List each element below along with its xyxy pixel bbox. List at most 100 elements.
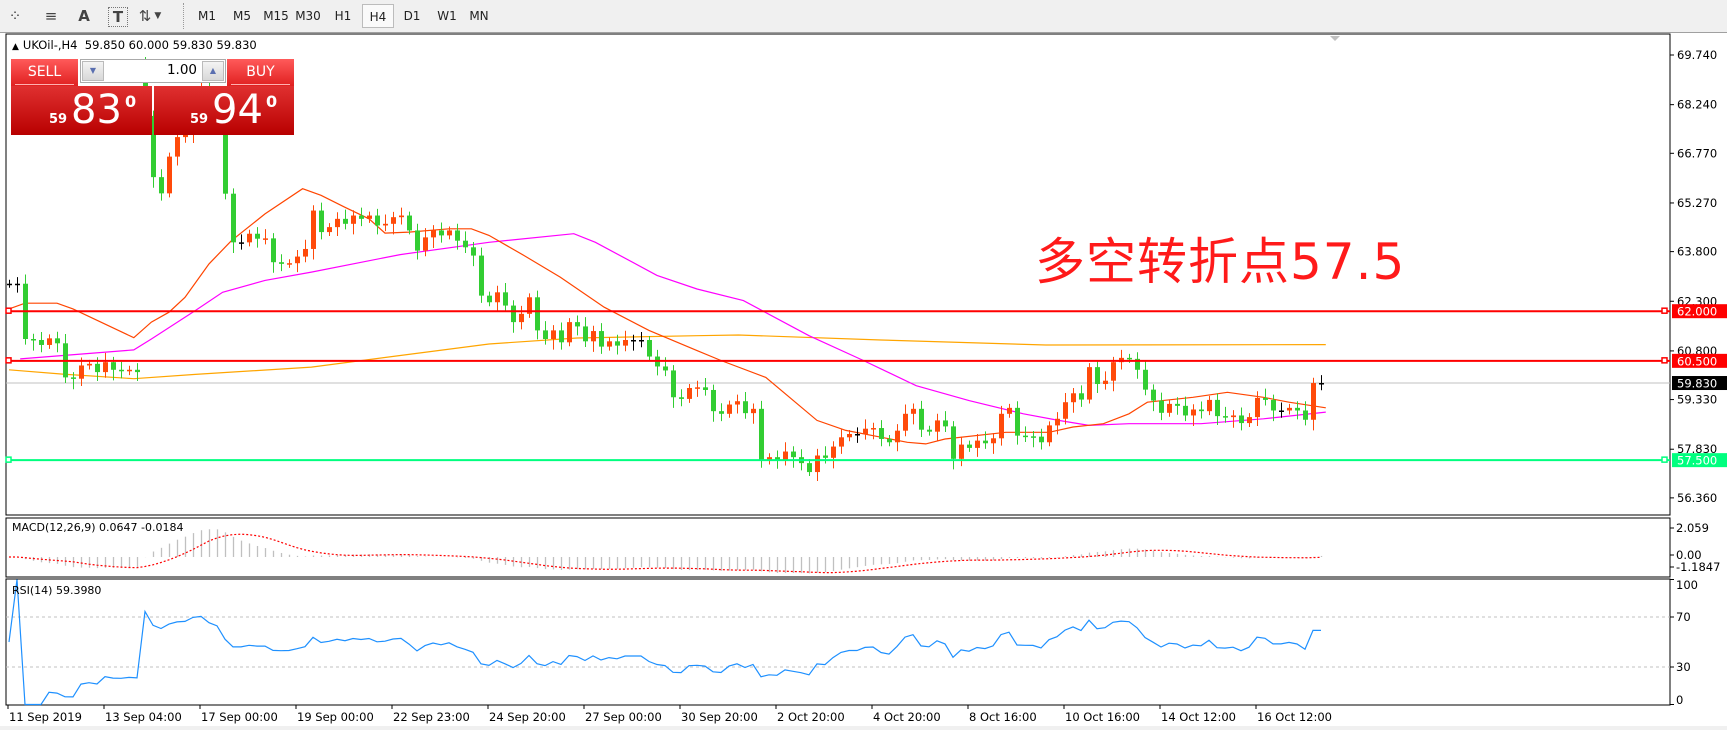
candle — [759, 400, 764, 468]
candle — [359, 207, 364, 227]
candle-body — [175, 137, 180, 157]
timeframe-w1[interactable]: W1 — [437, 9, 457, 23]
sell-button[interactable]: SELL — [11, 59, 78, 86]
candle-body — [487, 295, 492, 303]
candle — [1103, 371, 1108, 390]
candle — [15, 277, 20, 293]
candle-body — [223, 125, 228, 194]
buy-label: BUY — [246, 64, 275, 80]
candle-body — [1103, 380, 1108, 385]
macd-signal-line — [9, 533, 1322, 574]
fibonacci-fan-icon[interactable]: ≡ — [44, 7, 58, 25]
candle — [1311, 377, 1316, 431]
candle-body — [959, 444, 964, 459]
candle-body — [1231, 415, 1236, 418]
candle-body — [903, 413, 908, 431]
x-tick-label: 11 Sep 2019 — [9, 710, 82, 724]
candle — [951, 421, 956, 470]
candle — [967, 440, 972, 452]
candle — [783, 442, 788, 466]
line-anchor-right — [1661, 307, 1668, 314]
candle-body — [743, 401, 748, 414]
candle — [1207, 395, 1212, 416]
candle-body — [39, 339, 44, 345]
candle-body — [1079, 393, 1084, 400]
candle — [1071, 387, 1076, 413]
candle-body — [1271, 399, 1276, 411]
candle-body — [431, 230, 436, 238]
candle-body — [1279, 410, 1284, 412]
candle — [1047, 421, 1052, 447]
candle-body — [55, 338, 60, 344]
candle — [511, 300, 516, 333]
candle-body — [647, 339, 652, 357]
candle-body — [663, 366, 668, 371]
candle-body — [615, 341, 620, 346]
candle-body — [871, 428, 876, 430]
candle-body — [943, 420, 948, 427]
candle — [903, 404, 908, 437]
sell-price-box[interactable]: 59 83 0 — [11, 86, 152, 135]
candle-body — [271, 238, 276, 263]
timeframe-h4[interactable]: H4 — [362, 4, 394, 28]
candle — [895, 424, 900, 452]
candle — [575, 315, 580, 336]
candle — [535, 290, 540, 340]
candle — [1191, 404, 1196, 427]
candle — [551, 325, 556, 350]
candle — [623, 330, 628, 352]
candle — [7, 279, 12, 288]
text-label-icon[interactable]: T — [108, 7, 128, 27]
candle-body — [983, 440, 988, 444]
buy-price-box[interactable]: 59 94 0 — [154, 86, 294, 135]
candle-body — [231, 193, 236, 243]
candle-body — [719, 411, 724, 414]
candle-body — [599, 331, 604, 347]
lot-size-input[interactable]: 1.00 — [166, 62, 197, 78]
decrease-lot-button[interactable]: ▼ — [82, 61, 104, 81]
line-anchor-left — [5, 456, 12, 463]
candle-body — [679, 397, 684, 399]
timeframe-m15[interactable]: M15 — [263, 9, 289, 23]
candle-body — [31, 338, 36, 341]
candle — [543, 321, 548, 345]
timeframe-m5[interactable]: M5 — [233, 9, 251, 23]
elliott-wave-icon[interactable]: ⁘ — [8, 7, 22, 25]
candle-body — [823, 455, 828, 458]
candle — [1223, 406, 1228, 423]
timeframe-m30[interactable]: M30 — [295, 9, 321, 23]
candle-body — [559, 330, 564, 343]
timeframe-h1[interactable]: H1 — [334, 9, 352, 23]
candle — [559, 322, 564, 350]
candle-body — [319, 210, 324, 233]
candle-body — [783, 451, 788, 460]
candle-body — [511, 305, 516, 323]
timeframe-d1[interactable]: D1 — [403, 9, 421, 23]
lot-size-stepper[interactable]: ▼ 1.00 ▲ — [80, 59, 226, 83]
buy-button[interactable]: BUY — [227, 59, 294, 86]
candle-body — [879, 428, 884, 439]
collapse-triangle-icon[interactable]: ▲ — [12, 42, 19, 52]
candle — [815, 448, 820, 481]
candle-body — [167, 156, 172, 194]
candle — [47, 334, 52, 349]
x-tick-label: 22 Sep 23:00 — [393, 710, 470, 724]
candle — [1279, 402, 1284, 418]
candle-body — [455, 230, 460, 241]
candle-body — [767, 457, 772, 461]
candle-body — [671, 370, 676, 398]
increase-lot-button[interactable]: ▲ — [202, 61, 224, 81]
candle — [311, 205, 316, 260]
timeframe-mn[interactable]: MN — [469, 9, 489, 23]
arrows-icon[interactable]: ⇅ ▼ — [137, 4, 163, 28]
candle-body — [695, 387, 700, 389]
candle — [1095, 360, 1100, 393]
candle — [911, 403, 916, 425]
rsi-line — [8, 579, 1321, 706]
text-tool-icon[interactable]: A — [78, 7, 90, 25]
chart-annotation-text[interactable]: 多空转折点57.5 — [1035, 233, 1406, 291]
chart-shift-marker-icon — [1330, 36, 1340, 41]
timeframe-m1[interactable]: M1 — [198, 9, 216, 23]
candle-body — [975, 440, 980, 448]
candle — [487, 291, 492, 307]
